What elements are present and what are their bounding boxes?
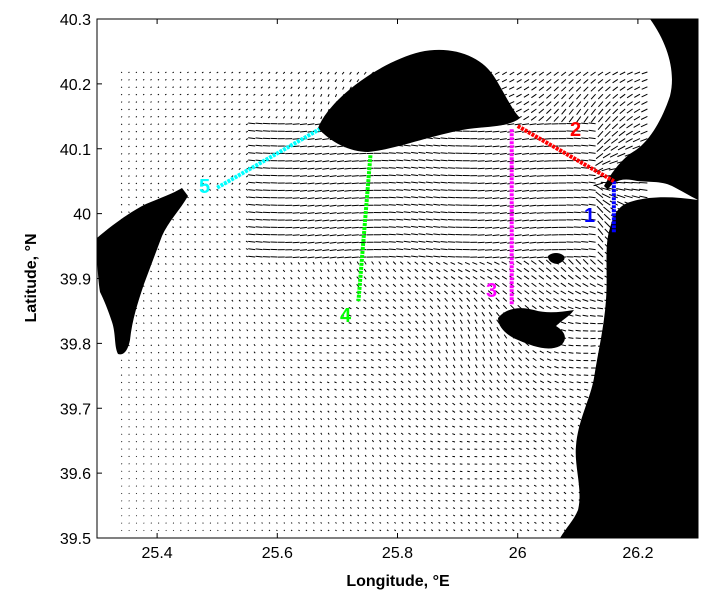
y-tick-label: 39.6 (60, 466, 91, 483)
y-axis-title: Latitude, °N (23, 233, 40, 322)
y-tick-label: 39.9 (60, 272, 91, 289)
axis-ticks: 25.4 25.6 25.8 26 26.2 40.3 40.2 40.1 40 39.9 39.8… (60, 12, 698, 562)
land-lower-right (560, 197, 698, 538)
y-tick-label: 40 (73, 207, 91, 224)
y-tick-label: 40.2 (60, 77, 91, 94)
section-label-2: 2 (570, 119, 581, 141)
y-tick-label: 39.5 (60, 531, 91, 548)
land-island (498, 308, 574, 349)
y-tick-label: 40.1 (60, 142, 91, 159)
section-label-1: 1 (584, 205, 595, 227)
y-tick-label: 40.3 (60, 12, 91, 29)
section-label-3: 3 (486, 280, 497, 302)
transect-line-4 (356, 155, 373, 302)
x-tick-label: 26 (509, 545, 527, 562)
land-upper-right (604, 19, 698, 200)
section-label-5: 5 (199, 176, 210, 198)
transect-line-2 (516, 124, 615, 183)
x-tick-label: 25.4 (142, 545, 173, 562)
section-label-4: 4 (340, 305, 352, 327)
land-islet (548, 253, 565, 264)
x-tick-label: 25.8 (382, 545, 413, 562)
land-west-coast (97, 188, 188, 355)
transect-lines (216, 124, 616, 305)
land-gallipoli-peninsula (318, 49, 520, 152)
section-labels: 1 2 3 4 5 (199, 119, 595, 327)
x-tick-label: 26.2 (622, 545, 653, 562)
y-tick-label: 39.7 (60, 401, 91, 418)
x-axis-title: Longitude, °E (346, 573, 450, 590)
land-masses (97, 19, 698, 538)
y-tick-label: 39.8 (60, 336, 91, 353)
x-tick-label: 25.6 (262, 545, 293, 562)
transect-line-5 (216, 127, 321, 190)
